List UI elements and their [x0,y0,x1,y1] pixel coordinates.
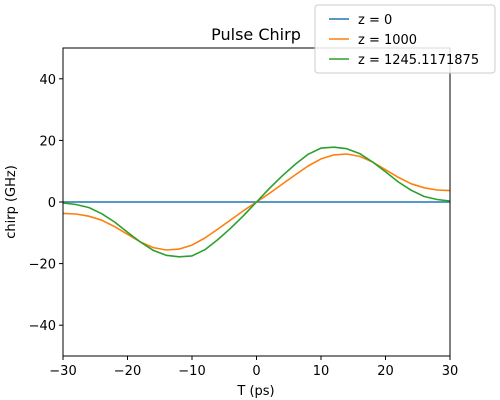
y-tick-label: −40 [29,319,56,334]
legend: z = 0 z = 1000 z = 1245.1171875 [314,4,496,74]
x-tick-label: 0 [252,364,260,379]
legend-entry: z = 1245.1171875 [358,53,479,68]
x-tick-label: 30 [442,364,459,379]
y-tick-label: −20 [29,258,56,273]
x-tick-label: 20 [377,364,394,379]
y-tick-label: 20 [39,134,56,149]
x-tick-label: 10 [313,364,330,379]
x-tick-label: −20 [114,364,141,379]
x-axis-label: T (ps) [236,384,274,399]
axis-ticks: −30 −20 −10 0 10 20 30 −40 −20 0 20 40 [29,73,459,379]
y-axis-label: chirp (GHz) [4,165,19,239]
x-tick-label: −10 [178,364,205,379]
series-line-2 [62,146,451,258]
legend-entry: z = 1000 [358,33,417,48]
plot-area [62,146,451,258]
chart-title: Pulse Chirp [211,25,301,44]
x-tick-label: −30 [49,364,76,379]
y-tick-label: 40 [39,73,56,88]
legend-box [314,4,496,74]
legend-entry: z = 0 [358,13,392,28]
y-tick-label: 0 [48,196,56,211]
